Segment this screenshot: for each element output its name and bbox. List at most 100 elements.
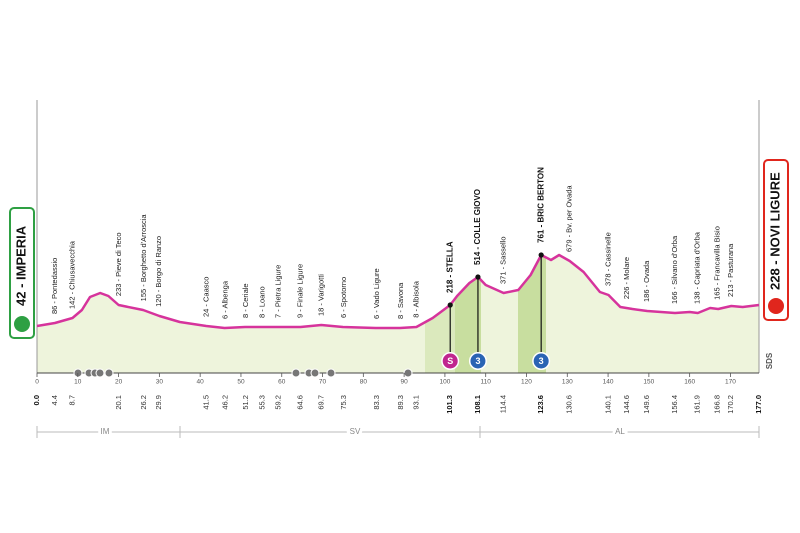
place-label: 6 - Albenga bbox=[220, 280, 229, 319]
place-label: 142 - Chiusavecchia bbox=[67, 240, 76, 309]
climb-dot bbox=[538, 252, 544, 258]
place-label: 86 - Pontedassio bbox=[50, 258, 59, 314]
km-label: 149.6 bbox=[642, 395, 651, 414]
place-label: 24 - Caasco bbox=[201, 277, 210, 317]
km-label: 123.6 bbox=[536, 395, 545, 414]
region-label: IM bbox=[101, 427, 110, 436]
place-label: 155 - Borghetto d'Arroscia bbox=[139, 214, 148, 302]
marker bbox=[442, 353, 458, 369]
x-tick-label: 160 bbox=[684, 379, 695, 386]
climb-dot bbox=[475, 274, 481, 280]
place-label: 6 - Spotorno bbox=[339, 277, 348, 318]
region-strip bbox=[36, 426, 760, 438]
marker-label: 3 bbox=[539, 356, 544, 366]
x-tick-label: 40 bbox=[197, 379, 205, 386]
km-label: 114.4 bbox=[499, 395, 508, 413]
start-icon bbox=[14, 316, 30, 332]
start-km: 0.0 bbox=[32, 395, 41, 405]
km-label: 166.8 bbox=[712, 395, 721, 414]
place-label: 186 - Ovada bbox=[642, 260, 651, 302]
km-label: 55.3 bbox=[258, 395, 267, 410]
finish-km: 177.0 bbox=[754, 395, 763, 414]
x-tick-label: 60 bbox=[278, 379, 286, 386]
icon bbox=[291, 368, 301, 378]
finish-label: 228 - NOVI LIGURE bbox=[767, 172, 782, 290]
marker bbox=[470, 353, 486, 369]
km-label: 51.2 bbox=[241, 395, 250, 410]
place-label: 761 - BRIC BERTON bbox=[536, 167, 545, 243]
place-label: 679 - Bv. per Ovada bbox=[565, 185, 574, 252]
place-label: 213 - Pasturana bbox=[726, 243, 735, 297]
x-tick-label: 140 bbox=[603, 379, 614, 386]
x-tick-label: 120 bbox=[521, 379, 532, 386]
km-label: 101.3 bbox=[445, 395, 454, 414]
place-label: 226 - Molare bbox=[622, 257, 631, 299]
km-label: 64.6 bbox=[295, 395, 304, 410]
x-tick-label: 0 bbox=[35, 379, 39, 386]
x-tick-label: 150 bbox=[643, 379, 654, 386]
place-label: 371 - Sassello bbox=[499, 236, 508, 284]
place-label: 7 - Pietra Ligure bbox=[273, 265, 282, 318]
place-label: 378 - Cassinelle bbox=[603, 232, 612, 286]
km-label: 89.3 bbox=[396, 395, 405, 410]
x-tick-label: 170 bbox=[725, 379, 736, 386]
x-tick-label: 30 bbox=[156, 379, 164, 386]
x-tick-label: 70 bbox=[319, 379, 327, 386]
region-label: AL bbox=[615, 427, 625, 436]
place-label: 8 - Savona bbox=[396, 282, 405, 319]
icon bbox=[95, 368, 105, 378]
service-icons bbox=[73, 368, 413, 378]
place-label: 166 - Silvano d'Orba bbox=[670, 235, 679, 304]
x-tick-label: 100 bbox=[439, 379, 450, 386]
km-label: 140.1 bbox=[603, 395, 612, 414]
x-tick-label: 130 bbox=[562, 379, 573, 386]
km-label: 93.1 bbox=[412, 395, 421, 410]
x-tick-label: 90 bbox=[401, 379, 409, 386]
icon bbox=[403, 368, 413, 378]
place-label: 18 - Varigotti bbox=[316, 274, 325, 316]
km-label: 41.5 bbox=[201, 395, 210, 410]
start-label: 42 - IMPERIA bbox=[13, 225, 28, 306]
marker-label: 3 bbox=[475, 356, 480, 366]
place-label: 120 - Borgo di Ranzo bbox=[154, 236, 163, 307]
profile-line bbox=[36, 253, 760, 330]
finish-box: 228 - NOVI LIGURE bbox=[763, 159, 789, 321]
marker-label: S bbox=[447, 356, 453, 366]
finish-icon bbox=[768, 298, 784, 314]
place-label: 138 - Capriata d'Orba bbox=[692, 231, 701, 304]
x-tick-label: 10 bbox=[74, 379, 82, 386]
km-label: 75.3 bbox=[339, 395, 348, 410]
place-label: 218 - STELLA bbox=[445, 241, 454, 293]
km-label: 108.1 bbox=[473, 395, 482, 414]
x-tick-label: 110 bbox=[481, 379, 492, 386]
place-label: 8 - Albisola bbox=[412, 280, 421, 318]
start-frame bbox=[9, 207, 35, 339]
place-label: 165 - Francavilla Bisio bbox=[712, 226, 721, 300]
x-tick-label: 80 bbox=[360, 379, 368, 386]
km-label: 29.9 bbox=[154, 395, 163, 410]
profile-area bbox=[37, 255, 759, 373]
icon bbox=[104, 368, 114, 378]
km-label: 20.1 bbox=[114, 395, 123, 410]
km-label: 83.3 bbox=[372, 395, 381, 410]
place-label: 233 - Pieve di Teco bbox=[114, 232, 123, 296]
profile-area-layer bbox=[37, 255, 759, 373]
climb-dot bbox=[447, 302, 453, 308]
place-label: 8 - Ceriale bbox=[241, 283, 250, 318]
km-label: 59.2 bbox=[273, 395, 282, 410]
km-label: 4.4 bbox=[50, 395, 59, 405]
start-box: 42 - IMPERIA bbox=[9, 207, 35, 339]
place-label: 6 - Vado Ligure bbox=[372, 268, 381, 319]
km-label: 170.2 bbox=[726, 395, 735, 414]
logo-text: SDS bbox=[765, 352, 774, 369]
region-label: SV bbox=[350, 427, 361, 436]
km-label: 69.7 bbox=[316, 395, 325, 410]
place-label: 9 - Finale Ligure bbox=[295, 264, 304, 318]
icon bbox=[310, 368, 320, 378]
x-tick-label: 20 bbox=[115, 379, 123, 386]
km-label: 161.9 bbox=[692, 395, 701, 414]
km-label: 26.2 bbox=[139, 395, 148, 410]
km-label: 144.6 bbox=[622, 395, 631, 414]
km-label: 46.2 bbox=[220, 395, 229, 410]
